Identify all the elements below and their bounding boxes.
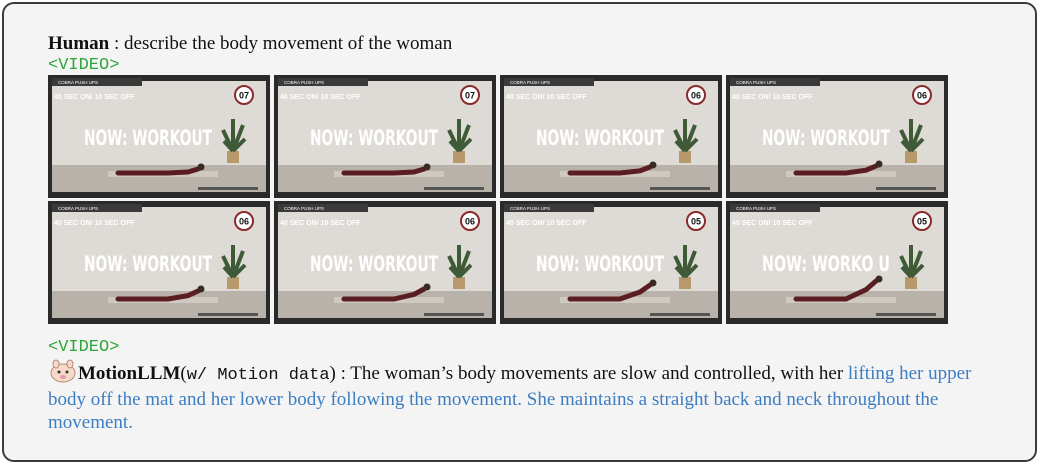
- card: Human : describe the body movement of th…: [2, 2, 1037, 462]
- frame-caption: NOW: WORKOUT: [536, 126, 664, 150]
- figure-head: [876, 276, 883, 283]
- frame-header: COBRA PUSH UPS: [510, 80, 550, 85]
- frame-timer: 40 SEC ON/ 10 SEC OFF: [54, 94, 135, 101]
- frame-counter: 06: [465, 217, 475, 227]
- frame-timer: 40 SEC ON/ 10 SEC OFF: [506, 220, 587, 227]
- progress: [876, 187, 936, 190]
- figure-head: [650, 280, 657, 287]
- frame-header: COBRA PUSH UPS: [736, 80, 776, 85]
- figure-head: [650, 162, 657, 169]
- video-frame: COBRA PUSH UPS 40 SEC ON/ 10 SEC OFF 06 NOW…: [726, 75, 948, 198]
- plant-pot: [453, 277, 465, 289]
- frame-timer: 40 SEC ON/ 10 SEC OFF: [732, 220, 813, 227]
- video-frame: COBRA PUSH UPS 40 SEC ON/ 10 SEC OFF 07 NOW…: [274, 75, 496, 198]
- frame-header: COBRA PUSH UPS: [284, 206, 324, 211]
- frame-header: COBRA PUSH UPS: [58, 206, 98, 211]
- frame-caption: NOW: WORKOUT: [84, 252, 212, 276]
- plant-pot: [227, 151, 239, 163]
- frame-caption: NOW: WORKOUT: [762, 126, 890, 150]
- frame-timer: 40 SEC ON/ 10 SEC OFF: [732, 94, 813, 101]
- video-frame: COBRA PUSH UPS 40 SEC ON/ 10 SEC OFF 06 NOW…: [274, 201, 496, 324]
- frame-timer: 40 SEC ON/ 10 SEC OFF: [54, 220, 135, 227]
- frame-counter: 05: [691, 217, 701, 227]
- progress: [198, 187, 258, 190]
- progress: [650, 313, 710, 316]
- progress: [198, 313, 258, 316]
- figure-head: [198, 286, 205, 293]
- frame-caption: NOW: WORKO U: [762, 252, 890, 276]
- frame-grid: COBRA PUSH UPS 40 SEC ON/ 10 SEC OFF 07 NOW…: [4, 4, 1035, 344]
- progress: [650, 187, 710, 190]
- frame-counter: 07: [239, 91, 249, 101]
- progress: [424, 187, 484, 190]
- plant-pot: [905, 277, 917, 289]
- condition: w/ Motion data: [187, 366, 330, 385]
- frame-counter: 07: [465, 91, 475, 101]
- video-frame: COBRA PUSH UPS 40 SEC ON/ 10 SEC OFF 05 NOW…: [500, 201, 722, 324]
- plant-pot: [905, 151, 917, 163]
- plant-pot: [679, 277, 691, 289]
- model-icon: [48, 359, 78, 383]
- frame-counter: 06: [691, 91, 701, 101]
- plant-pot: [453, 151, 465, 163]
- frame-timer: 40 SEC ON/ 10 SEC OFF: [280, 94, 361, 101]
- figure-head: [198, 164, 205, 171]
- progress: [424, 313, 484, 316]
- video-tag: <VIDEO>: [48, 338, 119, 357]
- frame-caption: NOW: WORKOUT: [310, 126, 438, 150]
- frame-caption: NOW: WORKOUT: [536, 252, 664, 276]
- frame-caption: NOW: WORKOUT: [310, 252, 438, 276]
- figure-head: [424, 164, 431, 171]
- frame-counter: 06: [917, 91, 927, 101]
- frame-timer: 40 SEC ON/ 10 SEC OFF: [506, 94, 587, 101]
- frame-header: COBRA PUSH UPS: [284, 80, 324, 85]
- frame-counter: 05: [917, 217, 927, 227]
- video-frame: COBRA PUSH UPS 40 SEC ON/ 10 SEC OFF 07 NOW…: [48, 75, 270, 198]
- plant-pot: [679, 151, 691, 163]
- frame-counter: 06: [239, 217, 249, 227]
- progress: [876, 313, 936, 316]
- frame-header: COBRA PUSH UPS: [736, 206, 776, 211]
- model-name: MotionLLM: [78, 363, 180, 384]
- frame-timer: 40 SEC ON/ 10 SEC OFF: [280, 220, 361, 227]
- video-frame: COBRA PUSH UPS 40 SEC ON/ 10 SEC OFF 06 NOW…: [500, 75, 722, 198]
- frame-header: COBRA PUSH UPS: [510, 206, 550, 211]
- plant-pot: [227, 277, 239, 289]
- video-frame: COBRA PUSH UPS 40 SEC ON/ 10 SEC OFF 05 NOW…: [726, 201, 948, 324]
- video-frame: COBRA PUSH UPS 40 SEC ON/ 10 SEC OFF 06 NOW…: [48, 201, 270, 324]
- response: MotionLLM(w/ Motion data) : The woman’s …: [48, 359, 998, 435]
- frame-caption: NOW: WORKOUT: [84, 126, 212, 150]
- figure-head: [424, 284, 431, 291]
- figure-head: [876, 161, 883, 168]
- response-text: : The woman’s body movements are slow an…: [336, 363, 848, 384]
- frame-header: COBRA PUSH UPS: [58, 80, 98, 85]
